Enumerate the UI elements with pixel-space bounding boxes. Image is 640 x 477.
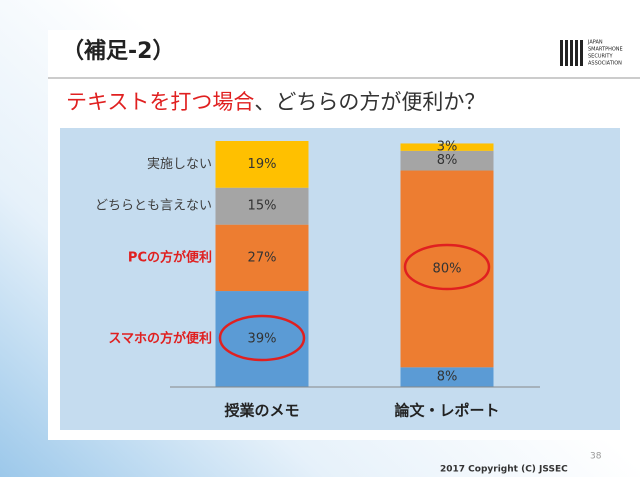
- value-label: 80%: [433, 261, 462, 276]
- series-label: PCの方が便利: [128, 249, 212, 265]
- chart-area: [60, 128, 620, 430]
- logo: JAPAN SMARTPHONE SECURITY ASSOCIATION: [560, 40, 623, 67]
- highlight-circle: [218, 314, 306, 362]
- series-label: スマホの方が便利: [108, 331, 212, 347]
- value-label: 39%: [248, 332, 277, 347]
- subtitle: テキストを打つ場合、どちらの方が便利か？: [66, 90, 485, 114]
- series-label: 実施しない: [147, 156, 212, 172]
- value-label: 27%: [248, 250, 277, 265]
- value-label: 3%: [437, 140, 458, 155]
- bar-segment: [400, 170, 494, 368]
- bar-segment: [215, 224, 309, 292]
- x-tick-label: 論文・レポート: [394, 402, 499, 420]
- bar-segment: [400, 143, 494, 151]
- slide-title: （補足-2）: [62, 38, 174, 64]
- page-number: 38: [590, 452, 602, 462]
- bar-segment: [215, 141, 309, 188]
- bar-segment: [215, 187, 309, 225]
- value-label: 8%: [437, 153, 458, 168]
- logo-text: JAPAN: [587, 40, 603, 46]
- bar-segment: [400, 150, 494, 171]
- subtitle-rest: 、どちらの方が便利か？: [254, 90, 485, 114]
- subtitle-highlight: テキストを打つ場合: [66, 90, 254, 114]
- logo-text: SECURITY: [588, 54, 613, 60]
- x-tick-label: 授業のメモ: [224, 402, 299, 420]
- series-label: どちらとも言えない: [95, 199, 212, 214]
- value-label: 19%: [248, 157, 277, 172]
- logo-bar: [565, 40, 568, 66]
- bar-segment: [215, 291, 309, 387]
- logo-bar: [575, 40, 578, 66]
- highlight-circle: [403, 243, 491, 291]
- value-label: 8%: [437, 370, 458, 385]
- logo-text: ASSOCIATION: [588, 61, 622, 67]
- logo-text: SMARTPHONE: [588, 47, 623, 53]
- logo-bar: [580, 40, 583, 66]
- logo-bar: [570, 40, 573, 66]
- bar-segment: [400, 367, 494, 387]
- chart: 39% スマホの方が便利 27% PCの方が便利 15% どちらとも言えない 19% 実施しな…: [95, 140, 540, 420]
- logo-bar: [560, 40, 563, 66]
- copyright: 2017 Copyright (C) JSSEC: [440, 465, 568, 475]
- value-label: 15%: [248, 199, 277, 214]
